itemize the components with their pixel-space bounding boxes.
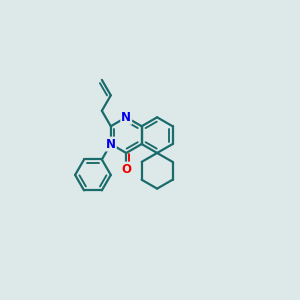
Text: N: N: [121, 111, 131, 124]
Text: O: O: [121, 163, 131, 176]
Text: N: N: [106, 138, 116, 151]
